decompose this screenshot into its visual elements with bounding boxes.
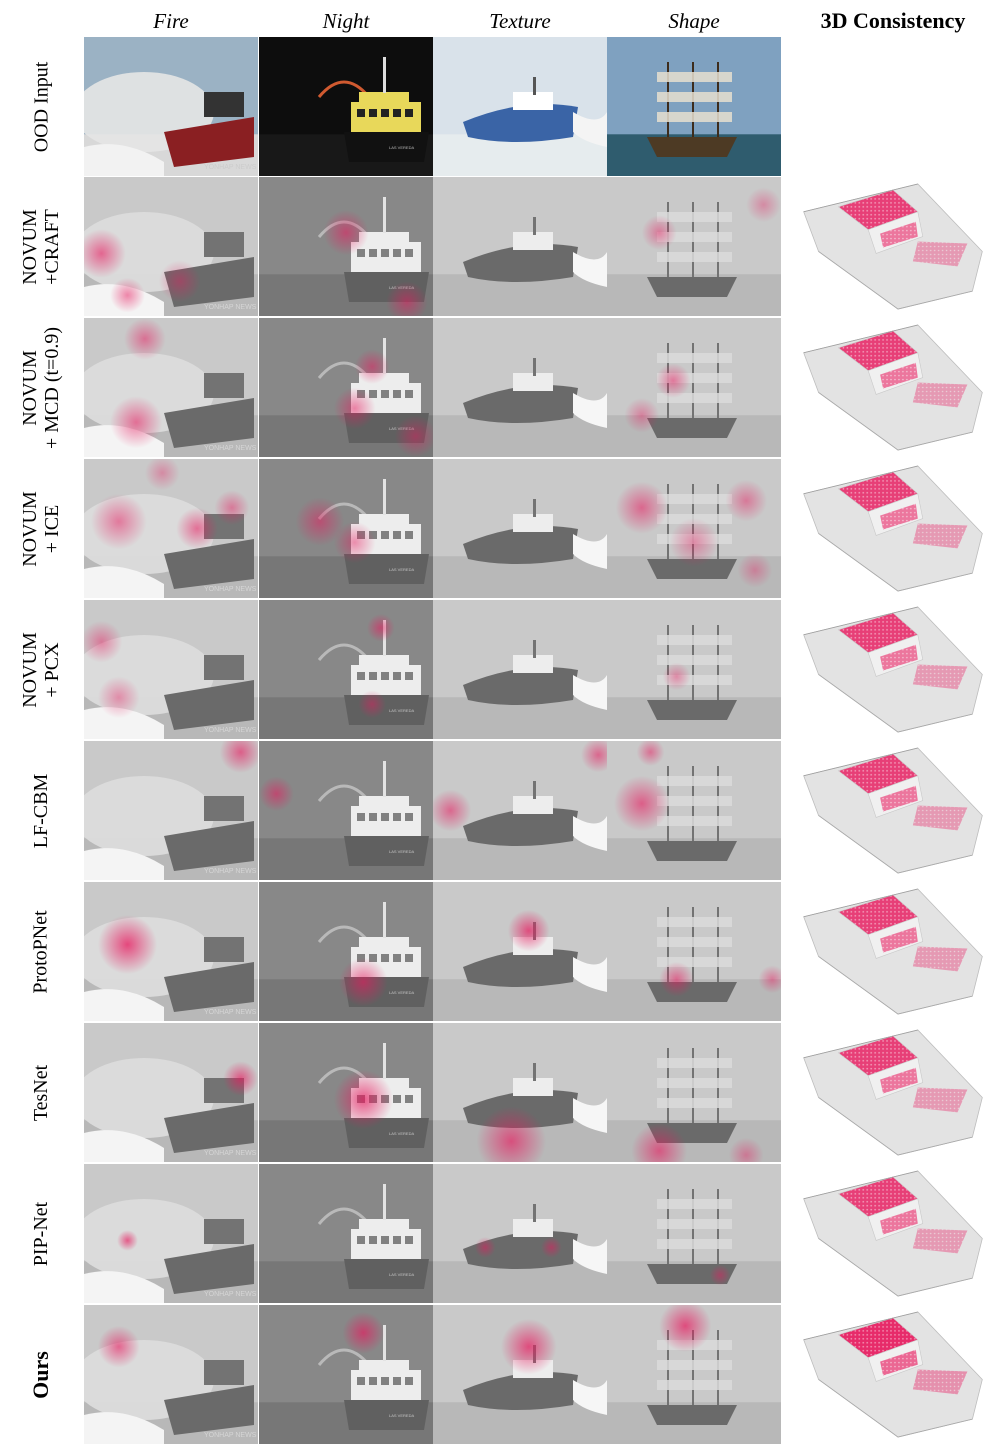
tile-tesnet-col1: LAS VEREDA (259, 1023, 433, 1162)
tile-novum-pcx-col3 (607, 600, 781, 739)
row-label-protopnet: ProtoPNet (0, 882, 82, 1021)
tile-novum-ice-col0: YONHAP NEWS (84, 459, 258, 598)
svg-text:YONHAP NEWS: YONHAP NEWS (204, 1291, 257, 1298)
svg-text:YONHAP NEWS: YONHAP NEWS (204, 868, 257, 875)
tile-pip-net-col0: YONHAP NEWS (84, 1164, 258, 1303)
row-label-line: + MCD (t=0.9) (41, 326, 64, 449)
row-label-line: NOVUM (19, 631, 41, 708)
column-header-3d-consistency: 3D Consistency (820, 8, 966, 33)
tile-tesnet-col0: YONHAP NEWS (84, 1023, 258, 1162)
row-label-line: LF-CBM (30, 773, 52, 848)
tile-novum-ice-col2 (433, 459, 607, 598)
row-label-novum-ice: NOVUM + ICE (0, 459, 82, 598)
consistency-render-novum-mcd (798, 323, 988, 452)
column-header-night: Night (322, 9, 370, 33)
row-label-novum-pcx: NOVUM + PCX (0, 600, 82, 739)
tile-pip-net-col1: LAS VEREDA (259, 1164, 433, 1303)
row-label-tesnet: TesNet (0, 1023, 82, 1162)
row-label-ours: Ours (0, 1305, 82, 1444)
consistency-render-novum-pcx (798, 605, 988, 734)
consistency-render-pip-net (798, 1169, 988, 1298)
tile-novum-mcd-col0: YONHAP NEWS (84, 318, 258, 457)
tile-novum-pcx-col1: LAS VEREDA (259, 600, 433, 739)
svg-text:LAS VEREDA: LAS VEREDA (389, 708, 414, 713)
tile-lf-cbm-col2 (433, 741, 607, 880)
consistency-render-ours (798, 1310, 988, 1439)
column-header-fire: Fire (153, 9, 189, 33)
tile-ours-col1: LAS VEREDA (259, 1305, 433, 1444)
tile-ours-col2 (433, 1305, 607, 1444)
tile-ood-input-col3 (607, 37, 781, 176)
tile-protopnet-col3 (607, 882, 781, 1021)
tile-protopnet-col2 (433, 882, 607, 1021)
svg-text:LAS VEREDA: LAS VEREDA (389, 849, 414, 854)
row-label-ood-input: OOD Input (0, 37, 82, 176)
row-label-line: Ours (28, 1350, 53, 1399)
svg-text:LAS VEREDA: LAS VEREDA (389, 1272, 414, 1277)
tile-novum-ice-col1: LAS VEREDA (259, 459, 433, 598)
tile-novum-pcx-col2 (433, 600, 607, 739)
consistency-render-protopnet (798, 887, 988, 1016)
row-label-line: PIP-Net (29, 1201, 52, 1266)
row-label-pip-net: PIP-Net (0, 1164, 82, 1303)
row-label-novum-mcd: NOVUM + MCD (t=0.9) (0, 318, 82, 457)
column-header-texture: Texture (489, 9, 551, 33)
tile-novum-craft-col2 (433, 177, 607, 316)
tile-protopnet-col0: YONHAP NEWS (84, 882, 258, 1021)
row-label-novum-craft: NOVUM +CRAFT (0, 177, 82, 316)
row-label-line: NOVUM (19, 490, 41, 567)
row-label-line: NOVUM (19, 349, 42, 426)
tile-novum-craft-col0: YONHAP NEWS (84, 177, 258, 316)
consistency-render-tesnet (798, 1028, 988, 1157)
tile-novum-craft-col1: LAS VEREDA (259, 177, 433, 316)
tile-ood-input-col2 (433, 37, 607, 176)
tile-pip-net-col3 (607, 1164, 781, 1303)
svg-text:LAS VEREDA: LAS VEREDA (389, 1131, 414, 1136)
tile-lf-cbm-col1: LAS VEREDA (259, 741, 433, 880)
tile-ours-col3 (607, 1305, 781, 1444)
row-label-lf-cbm: LF-CBM (0, 741, 82, 880)
svg-text:LAS VEREDA: LAS VEREDA (389, 1413, 414, 1418)
tile-pip-net-col2 (433, 1164, 607, 1303)
svg-text:YONHAP NEWS: YONHAP NEWS (204, 586, 257, 593)
row-label-line: ProtoPNet (30, 909, 52, 994)
svg-text:YONHAP NEWS: YONHAP NEWS (204, 304, 257, 311)
tile-ours-col0: YONHAP NEWS (84, 1305, 258, 1444)
svg-text:LAS VEREDA: LAS VEREDA (389, 990, 414, 995)
tile-ood-input-col0: YONHAP NEWS (84, 37, 258, 176)
svg-text:YONHAP NEWS: YONHAP NEWS (204, 445, 257, 452)
tile-novum-ice-col3 (607, 459, 781, 598)
tile-novum-mcd-col2 (433, 318, 607, 457)
tile-tesnet-col3 (607, 1023, 781, 1162)
svg-text:YONHAP NEWS: YONHAP NEWS (204, 1150, 257, 1157)
row-label-line: NOVUM (19, 208, 41, 285)
tile-lf-cbm-col3 (607, 741, 781, 880)
consistency-render-novum-ice (798, 464, 988, 593)
row-label-line: + PCX (41, 641, 63, 698)
tile-novum-mcd-col3 (607, 318, 781, 457)
column-header-shape: Shape (668, 9, 720, 33)
svg-text:LAS VEREDA: LAS VEREDA (389, 145, 414, 150)
svg-text:YONHAP NEWS: YONHAP NEWS (204, 727, 257, 734)
tile-tesnet-col2 (433, 1023, 607, 1162)
svg-text:YONHAP NEWS: YONHAP NEWS (204, 164, 257, 171)
consistency-render-novum-craft (798, 182, 988, 311)
row-label-line: TesNet (29, 1064, 52, 1121)
row-label-line: OOD Input (30, 61, 53, 152)
tile-novum-mcd-col1: LAS VEREDA (259, 318, 433, 457)
tile-ood-input-col1: LAS VEREDA (259, 37, 433, 176)
svg-text:YONHAP NEWS: YONHAP NEWS (204, 1009, 257, 1016)
tile-novum-pcx-col0: YONHAP NEWS (84, 600, 258, 739)
tile-protopnet-col1: LAS VEREDA (259, 882, 433, 1021)
consistency-render-lf-cbm (798, 746, 988, 875)
svg-text:LAS VEREDA: LAS VEREDA (389, 567, 414, 572)
tile-novum-craft-col3 (607, 177, 781, 316)
tile-lf-cbm-col0: YONHAP NEWS (84, 741, 258, 880)
row-label-line: + ICE (41, 504, 63, 553)
row-label-line: +CRAFT (41, 208, 63, 285)
svg-text:YONHAP NEWS: YONHAP NEWS (204, 1432, 257, 1439)
